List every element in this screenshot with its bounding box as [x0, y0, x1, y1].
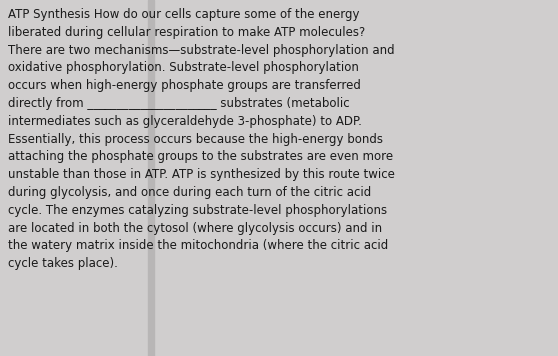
Bar: [148, 0, 153, 356]
Text: ATP Synthesis How do our cells capture some of the energy
liberated during cellu: ATP Synthesis How do our cells capture s…: [8, 8, 395, 270]
